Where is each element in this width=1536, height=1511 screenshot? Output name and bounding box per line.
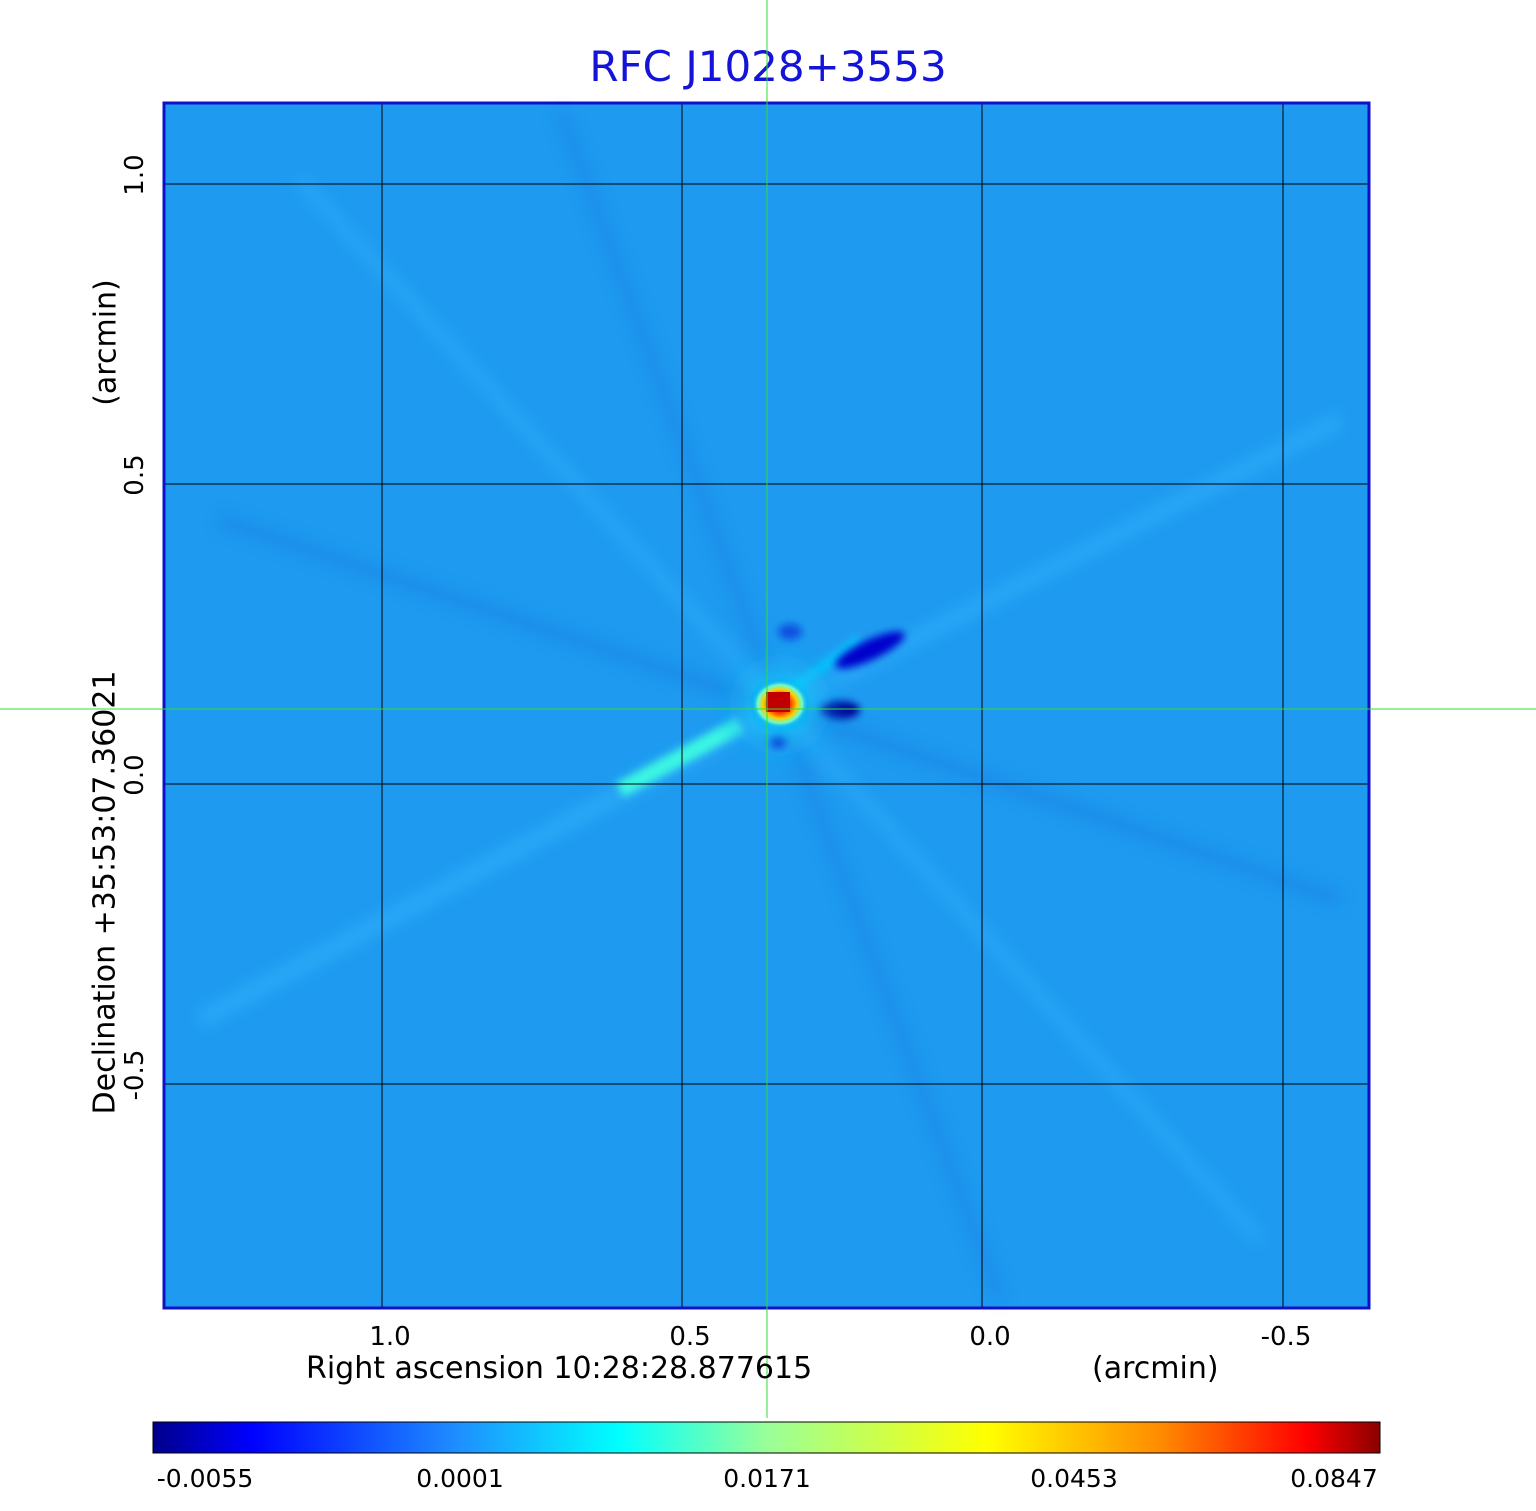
colorbar-tick: 0.0453: [1030, 1464, 1118, 1493]
x-axis-label: Right ascension 10:28:28.877615: [306, 1351, 813, 1386]
y-axis-label: Declination +35:53:07.36021: [87, 670, 123, 1115]
colorbar-tick: -0.0055: [156, 1464, 254, 1493]
y-tick: 0.0: [120, 754, 150, 796]
colorbar-tick: 0.0001: [416, 1464, 504, 1493]
y-tick: 1.0: [120, 154, 150, 196]
x-axis-unit: (arcmin): [1092, 1351, 1219, 1386]
x-tick: 0.0: [969, 1322, 1011, 1352]
crosshair: [0, 0, 1536, 1418]
x-tick: 0.5: [669, 1322, 711, 1352]
x-tick: -0.5: [1260, 1322, 1312, 1352]
source-peak: [766, 692, 790, 712]
plot-title: RFC J1028+3553: [589, 42, 947, 91]
colorbar-tick: 0.0171: [723, 1464, 811, 1493]
colorbar: [152, 1421, 1381, 1454]
x-tick: 1.0: [369, 1322, 411, 1352]
y-tick: -0.5: [120, 1049, 150, 1101]
colorbar-tick: 0.0847: [1290, 1464, 1378, 1493]
y-axis-unit: (arcmin): [88, 279, 124, 406]
y-tick: 0.5: [120, 454, 150, 496]
